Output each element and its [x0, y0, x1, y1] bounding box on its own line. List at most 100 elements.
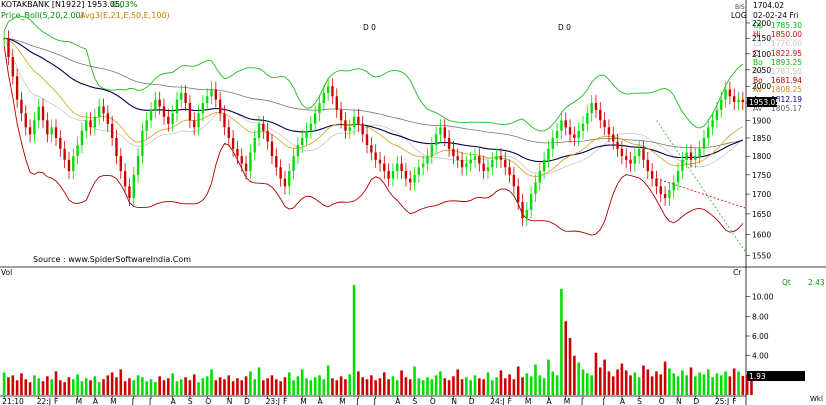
candle-body	[633, 156, 637, 164]
volume-bar	[93, 376, 97, 395]
side-panel-row: Bo 1681.94	[753, 76, 802, 85]
volume-bar	[162, 380, 166, 395]
time-tick-label: F	[54, 397, 58, 405]
side-panel-value: 1850.00	[771, 30, 803, 40]
volume-bar	[296, 376, 300, 395]
price-tick-label: 2000	[752, 82, 771, 91]
volume-title: Vol	[1, 268, 12, 277]
candle-body	[240, 156, 243, 164]
candle-body	[383, 163, 386, 172]
candle-body	[175, 99, 179, 114]
event-mark: D 0	[558, 23, 571, 32]
volume-bar	[685, 375, 688, 395]
candle-body	[339, 109, 343, 121]
candle-body	[568, 127, 572, 135]
volume-bar	[318, 375, 321, 395]
candle-body	[123, 171, 127, 187]
volume-bar	[283, 377, 287, 395]
candle-body	[525, 209, 529, 218]
candle-body	[499, 156, 503, 160]
candle-body	[50, 127, 53, 135]
candle-body	[374, 152, 377, 160]
price-tick-label: 2150	[752, 34, 771, 43]
side-panel-row: Bo 1893.25	[753, 58, 802, 67]
volume-bar	[201, 378, 205, 395]
price-tick-label: 1900	[752, 116, 771, 125]
volume-bar	[737, 371, 740, 395]
candle-body	[430, 145, 434, 157]
side-panel-row: Cl 1822.95	[753, 49, 802, 58]
volume-bar	[460, 379, 464, 395]
candle-body	[89, 120, 92, 128]
candle-body	[266, 130, 269, 142]
volume-bar	[732, 368, 736, 395]
candle-body	[132, 174, 135, 198]
volume-bar	[20, 373, 23, 395]
time-tick-label: J	[373, 397, 376, 405]
volume-bar	[46, 376, 49, 395]
volume-bar	[11, 375, 15, 395]
volume-bar	[244, 376, 248, 395]
candle-body	[2, 38, 6, 40]
volume-bar	[249, 371, 252, 395]
candle-body	[67, 159, 71, 172]
volume-bar	[512, 379, 516, 395]
candle-body	[404, 171, 408, 179]
volume-bar	[421, 380, 425, 395]
candle-body	[210, 89, 213, 97]
volume-bar	[270, 375, 274, 395]
side-panel-value: 1805.17	[771, 103, 803, 113]
ema-50-line	[4, 37, 743, 163]
volume-bar	[115, 377, 118, 395]
candle-body	[542, 159, 546, 172]
volume-bar	[490, 380, 494, 395]
volume-bar	[663, 361, 667, 395]
candle-body	[547, 148, 550, 160]
candle-body	[733, 96, 736, 103]
time-tick-label: M	[564, 397, 570, 405]
volume-bar	[179, 379, 183, 395]
volume-bar	[404, 377, 408, 395]
time-tick-label: F	[732, 397, 736, 405]
volume-bar	[262, 380, 265, 395]
volume-bar	[2, 372, 6, 395]
volume-bar	[521, 377, 524, 395]
volume-bar	[573, 355, 576, 395]
volume-bar	[529, 376, 533, 395]
ema-21-line	[4, 37, 744, 177]
volume-bar	[257, 367, 261, 395]
candle-body	[180, 92, 183, 100]
volume-bar	[516, 366, 520, 395]
price-tick-label: 1700	[752, 190, 771, 199]
volume-bar	[33, 375, 36, 395]
candle-body	[141, 130, 144, 157]
side-panel-label: Op	[753, 21, 764, 30]
candle-body	[288, 171, 291, 187]
candle-body	[184, 92, 187, 104]
volume-bar	[698, 372, 701, 395]
volume-bar	[430, 379, 434, 395]
bollinger-indicator-label: Price_Boll(5,20,2.00)	[1, 11, 84, 20]
candle-body	[301, 137, 304, 146]
candle-body	[728, 89, 732, 97]
volume-bar	[417, 378, 421, 395]
volume-bar	[568, 337, 572, 395]
price-tick-label: 2200	[752, 19, 771, 28]
volume-bar	[158, 376, 161, 395]
candle-body	[599, 109, 602, 121]
volume-bar	[413, 366, 416, 395]
candle-body	[15, 76, 19, 100]
volume-bar	[629, 375, 632, 395]
candle-body	[486, 167, 490, 172]
price-tick-label: 2050	[752, 66, 771, 75]
candle-body	[521, 201, 524, 218]
candle-body	[681, 159, 684, 172]
candle-body	[119, 156, 122, 172]
candle-body	[663, 194, 667, 198]
volume-bar	[71, 379, 75, 395]
qt-value: 2.43	[808, 278, 825, 287]
candle-body	[482, 163, 485, 172]
candle-body	[741, 99, 745, 103]
volume-bar	[309, 380, 313, 395]
